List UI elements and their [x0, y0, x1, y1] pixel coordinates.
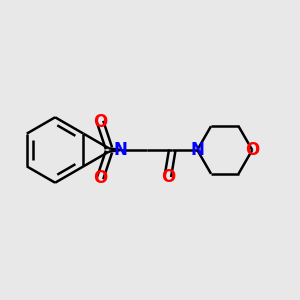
Text: O: O: [93, 169, 107, 187]
Text: O: O: [93, 113, 107, 131]
Text: N: N: [190, 141, 204, 159]
Text: O: O: [245, 141, 260, 159]
Text: N: N: [114, 141, 128, 159]
Text: O: O: [161, 167, 175, 185]
